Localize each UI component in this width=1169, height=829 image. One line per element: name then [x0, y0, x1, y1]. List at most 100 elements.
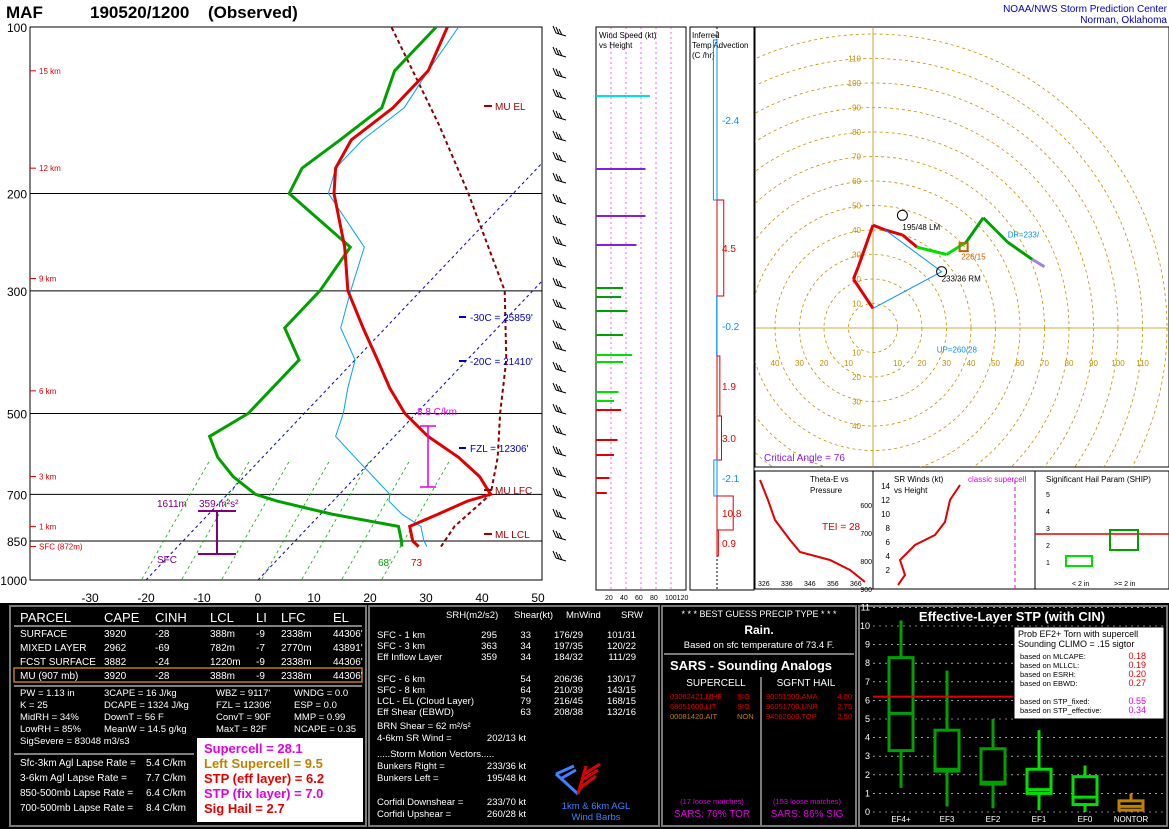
parcel-cell: 3882 [104, 657, 127, 668]
composite-box [197, 738, 363, 822]
stp-prob-label: based on EBWD: [1020, 679, 1078, 688]
sr-winds-ytick: 4 [886, 552, 891, 561]
sr-wind-value: 202/13 kt [487, 733, 526, 744]
wind-barb [552, 382, 567, 394]
parcel-cell: 2338m [281, 657, 312, 668]
composite-value: Left Supercell = 9.5 [204, 756, 323, 771]
kin-cell: 206/36 [554, 674, 583, 685]
lapse-value: 6.4 C/km [146, 788, 186, 799]
stp-prob-label: based on STP_fixed: [1020, 697, 1090, 706]
mixing-ratio-line [140, 459, 211, 580]
kin-cell: 210/39 [554, 685, 583, 696]
index-cell: DCAPE = 1324 J/kg [104, 700, 189, 711]
kin-cell: 33 [520, 630, 531, 641]
parcel-cell: 2338m [281, 671, 312, 682]
hodo-x-tick: 40 [967, 359, 976, 368]
hodo-segment [852, 266, 860, 280]
parcel-cell: 3920 [104, 629, 127, 640]
wind-barb [552, 424, 567, 436]
composite-value: STP (fix layer) = 7.0 [204, 786, 323, 801]
stp-ytick: 6 [865, 695, 870, 705]
sars-col2: SGFNT HAIL [777, 678, 836, 689]
org-line1: NOAA/NWS Storm Prediction Center [1003, 4, 1168, 15]
wind-barb [552, 529, 567, 541]
stp-box [1071, 775, 1099, 807]
skewt-frame [29, 26, 543, 581]
ship-ytick: 5 [1046, 492, 1050, 499]
parcel-cell: FCST SURFACE [20, 657, 96, 668]
temp-adv-bar [716, 355, 721, 417]
sars-hail-val: 2.75 [837, 702, 852, 711]
sars-col1: SUPERCELL [686, 678, 746, 689]
temp-adv-value: 4.5 [722, 244, 736, 255]
temp-tick-label: -20 [137, 591, 155, 605]
sr-winds-ytick: 12 [881, 496, 890, 505]
ship-title: Significant Hail Param (SHIP) [1046, 475, 1151, 484]
hodo-x-tick-neg: 10 [844, 359, 853, 368]
storm-motion-label: Corfidi Downshear = [377, 797, 464, 808]
sars-hail-id: 94062600.TOP [766, 712, 817, 721]
theta-e-trace [759, 479, 866, 583]
theta-e-tick: 346 [804, 581, 816, 588]
theta-e-tick: 326 [758, 581, 770, 588]
temp-adv-value: 3.0 [722, 434, 736, 445]
parcel-cell: 44306' [333, 671, 363, 682]
hodo-x-tick: 10 [893, 359, 902, 368]
wind-barb [552, 25, 567, 37]
wind-barb [552, 445, 567, 457]
wind-barb [552, 130, 567, 142]
theta-e-tick: 356 [827, 581, 839, 588]
temp-adv-value: 10.8 [722, 509, 742, 520]
temp-tick-label: -10 [193, 591, 211, 605]
stp-prob-value: 0.19 [1128, 660, 1146, 670]
kin-cell: 295 [481, 630, 497, 641]
temp-tick-label: 0 [255, 591, 262, 605]
temp-adv-value: -2.1 [722, 474, 740, 485]
hodo-x-tick: 60 [1016, 359, 1025, 368]
composite-value: Supercell = 28.1 [204, 741, 303, 756]
sr-winds-ytick: 10 [881, 510, 890, 519]
parcel-header: PARCEL [20, 610, 71, 625]
wind-barb [552, 67, 567, 79]
hodo-x-tick: 80 [1065, 359, 1074, 368]
lapse-value: 8.4 C/km [146, 803, 186, 814]
parcel-cell: -69 [155, 643, 170, 654]
wind-barb [552, 319, 567, 331]
kin-cell: 63 [520, 707, 531, 718]
precip-sars-panel [661, 605, 857, 827]
hodo-ring-label: 10 [852, 300, 861, 309]
up-label: UP=260/28 [937, 346, 978, 355]
parcel-cell: 388m [210, 629, 235, 640]
index-cell: K = 25 [20, 700, 48, 711]
bunkers-right-marker [936, 266, 948, 278]
pressure-tick-label: 500 [7, 408, 27, 422]
storm-motion-value: 195/48 kt [487, 773, 526, 784]
sr-winds-ytick: 14 [881, 482, 890, 491]
stp-box [933, 728, 961, 773]
skewt-label-eff_srh: 359 m²s² [199, 499, 239, 510]
wind-barb [552, 46, 567, 58]
height-label: 12 km [39, 164, 61, 173]
stp-cat: EF4+ [891, 815, 911, 824]
skewt-label-sfc_t: 73 [411, 558, 423, 569]
ship-box-lt2 [1065, 555, 1093, 567]
height-label: 1 km [39, 522, 57, 531]
mean-wind-label: 226/15 [961, 252, 986, 261]
skewt-plot: 100 200 300 500 700 850 1000 -30 -20 -10 0 10 20 30 40… [0, 21, 567, 605]
index-cell: LowRH = 85% [20, 724, 82, 735]
ship-ytick: 1 [1046, 560, 1050, 567]
storm-motion-label: Bunkers Left = [377, 773, 439, 784]
hodo-ring-label: 20 [852, 275, 861, 284]
wind-speed-subtitle: vs Height [599, 41, 633, 50]
stp-prob-value: 0.20 [1128, 669, 1146, 679]
temp-tick-label: 20 [363, 591, 377, 605]
temp-tick-label: 30 [419, 591, 433, 605]
theta-e-tick: 336 [781, 581, 793, 588]
isotherm-line [257, 280, 542, 580]
stp-cat: EF1 [1032, 815, 1047, 824]
sars-loose1: (17 loose matches) [680, 797, 744, 806]
stp-prob-title2: Sounding CLIMO = .15 sigtor [1018, 639, 1134, 649]
status-label: (Observed) [208, 3, 298, 22]
index-cell: MeanW = 14.5 g/kg [104, 724, 187, 735]
